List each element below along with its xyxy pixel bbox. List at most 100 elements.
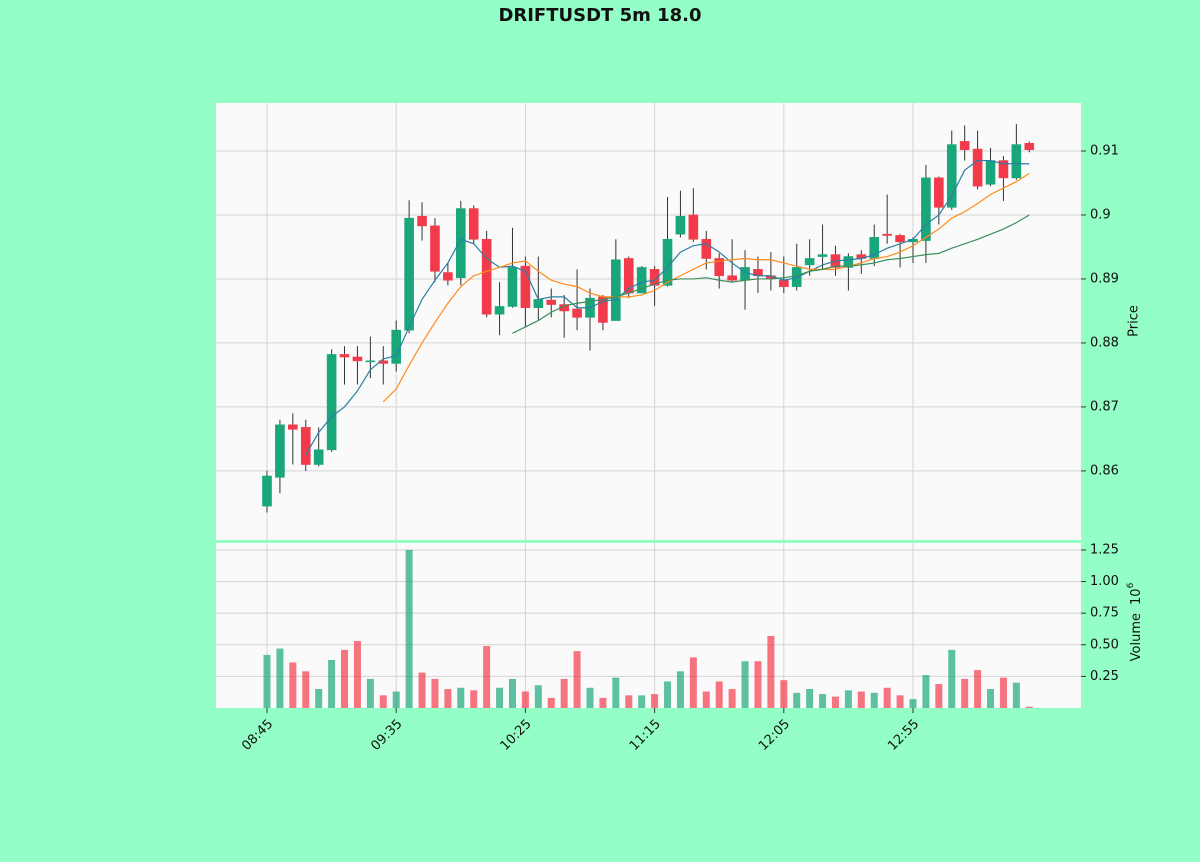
volume-bar bbox=[289, 662, 297, 708]
volume-scale-exponent: 6 bbox=[1126, 582, 1136, 588]
volume-label: Volume bbox=[1129, 613, 1144, 661]
volume-bar bbox=[586, 687, 594, 708]
candle-body bbox=[339, 354, 350, 358]
volume-bar bbox=[754, 661, 762, 708]
volume-bar bbox=[831, 696, 839, 708]
chart-title: DRIFTUSDT 5m 18.0 bbox=[498, 5, 701, 26]
volume-bar bbox=[444, 689, 452, 708]
volume-bar bbox=[857, 691, 865, 708]
volume-bar bbox=[496, 687, 504, 708]
candle-body bbox=[959, 141, 970, 151]
volume-bar bbox=[715, 681, 723, 708]
candle-body bbox=[817, 254, 828, 257]
volume-scale-base: 10 bbox=[1129, 588, 1144, 605]
candle-body bbox=[804, 258, 815, 266]
candle-body bbox=[262, 475, 272, 507]
y-tick-label: 0.91 bbox=[1090, 143, 1119, 158]
volume-bar bbox=[547, 697, 555, 708]
volume-bar bbox=[366, 678, 374, 708]
volume-bar bbox=[302, 671, 310, 708]
candle-body bbox=[636, 267, 647, 294]
volume-bar bbox=[392, 691, 400, 708]
volume-bar bbox=[741, 661, 749, 708]
volume-bar bbox=[844, 690, 852, 708]
candle-body bbox=[572, 308, 582, 318]
volume-bar bbox=[560, 678, 568, 708]
candle-body bbox=[895, 235, 905, 243]
volume-bar bbox=[676, 671, 684, 708]
candle-body bbox=[623, 258, 634, 294]
candle-body bbox=[391, 329, 402, 364]
volume-bar bbox=[534, 685, 542, 708]
candle-body bbox=[1024, 143, 1035, 151]
volume-bar bbox=[263, 654, 271, 708]
y-tick-label: 0.87 bbox=[1090, 399, 1119, 414]
volume-bar bbox=[806, 689, 814, 708]
volume-bar bbox=[276, 648, 284, 708]
candle-body bbox=[313, 449, 324, 465]
volume-bar bbox=[702, 691, 710, 708]
candle-body bbox=[611, 259, 621, 321]
candle-body bbox=[443, 272, 453, 281]
volume-bar bbox=[457, 687, 465, 708]
candle-body bbox=[972, 148, 983, 187]
y2-tick-label: 0.75 bbox=[1090, 606, 1119, 621]
candle-body bbox=[714, 258, 725, 277]
volume-bar bbox=[896, 695, 904, 708]
volume-bar bbox=[573, 651, 581, 708]
candle-body bbox=[533, 299, 544, 309]
volume-bar bbox=[638, 695, 646, 708]
candle-body bbox=[985, 160, 996, 185]
volume-bar bbox=[999, 677, 1007, 708]
volume-bar bbox=[483, 646, 491, 708]
moving-average-line bbox=[382, 172, 1030, 403]
volume-bar bbox=[612, 677, 620, 708]
volume-bar bbox=[315, 689, 323, 708]
candle-body bbox=[365, 360, 376, 363]
candle-body bbox=[430, 225, 440, 272]
price-panel bbox=[216, 103, 1081, 540]
volume-bar bbox=[948, 649, 956, 708]
volume-axis-label: Volume 106 bbox=[1126, 582, 1144, 661]
volume-bar bbox=[341, 649, 349, 708]
volume-bar bbox=[689, 657, 697, 708]
volume-bar bbox=[470, 690, 478, 708]
volume-bar bbox=[935, 683, 943, 708]
volume-bar bbox=[599, 697, 607, 708]
volume-bar bbox=[508, 678, 516, 708]
candle-body bbox=[727, 275, 737, 281]
candle-body bbox=[546, 299, 557, 305]
y-axis-label: Price bbox=[1127, 305, 1142, 337]
candle-body bbox=[494, 306, 505, 315]
y-tick-label: 0.9 bbox=[1090, 207, 1111, 222]
candle-body bbox=[843, 256, 854, 268]
y-tick-label: 0.86 bbox=[1090, 463, 1119, 478]
volume-bar bbox=[870, 692, 878, 708]
candle-body bbox=[507, 267, 518, 307]
volume-bar bbox=[780, 680, 788, 708]
volume-bar bbox=[819, 694, 827, 708]
candle-body bbox=[701, 238, 712, 259]
volume-bar bbox=[1025, 706, 1033, 708]
volume-bar bbox=[1012, 682, 1020, 708]
moving-average-line bbox=[305, 159, 1030, 456]
y-tick-label: 0.89 bbox=[1090, 271, 1119, 286]
candle-body bbox=[662, 238, 673, 286]
volume-bar bbox=[883, 687, 891, 708]
volume-bar bbox=[328, 659, 336, 708]
candle-body bbox=[326, 354, 337, 451]
candle-body bbox=[300, 427, 311, 465]
candle-body bbox=[468, 208, 479, 240]
volume-bar bbox=[625, 695, 633, 708]
y2-tick-label: 1.00 bbox=[1090, 574, 1119, 589]
candle-body bbox=[404, 217, 414, 331]
volume-bar bbox=[909, 699, 917, 708]
volume-bar bbox=[521, 691, 529, 708]
candle-body bbox=[921, 177, 931, 241]
candle-body bbox=[675, 215, 686, 235]
y2-tick-label: 0.50 bbox=[1090, 637, 1119, 652]
candle-body bbox=[352, 356, 363, 362]
candle-body bbox=[946, 144, 957, 208]
volume-bar bbox=[961, 678, 969, 708]
candle-body bbox=[882, 233, 892, 236]
